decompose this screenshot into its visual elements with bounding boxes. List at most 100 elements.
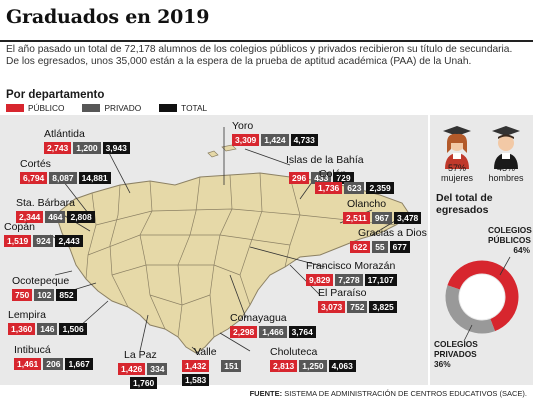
value-privado: 623 (344, 182, 365, 194)
mujeres-pct: 57% (447, 163, 466, 173)
legend-item-privado: PRIVADO (82, 103, 141, 113)
label-colegios-privados: COLEGIOS PRIVADOS 36% (434, 339, 494, 369)
dept-islas-de-la-bahia: Islas de la Bahía 296 433 729 (286, 150, 428, 186)
value-total: 1,667 (65, 358, 93, 370)
value-publico: 1,426 (118, 363, 146, 375)
value-privado: 924 (33, 235, 54, 247)
dept-name: La Paz (124, 349, 157, 361)
dept-name: Copán (4, 221, 35, 233)
dept-la-paz: La Paz 1,426 334 1,760 (118, 349, 168, 389)
value-privado: 151 (221, 360, 242, 372)
value-publico: 1,432 (182, 360, 210, 372)
value-total: 3,764 (288, 326, 316, 338)
dept-name: Intibucá (14, 344, 51, 356)
dept-valle: Valle 1,432 151 1,583 (182, 346, 242, 386)
dept-comayagua: Comayagua 2,298 1,466 3,764 (230, 312, 316, 338)
value-publico: 2,511 (343, 212, 370, 224)
value-privado: 55 (372, 241, 388, 253)
dept-name: Francisco Morazán (306, 260, 396, 272)
value-total: 4,063 (328, 360, 356, 372)
value-publico: 3,073 (318, 301, 346, 313)
dept-name: Atlántida (44, 128, 85, 140)
dept-name: Colón (319, 168, 347, 180)
source-label: FUENTE: (249, 389, 283, 398)
dept-lempira: Lempira 1,360 146 1,506 (8, 309, 87, 335)
value-total: 4,733 (290, 134, 318, 146)
sidebar-title: Del total de egresados (436, 192, 493, 216)
value-privado: 1,466 (259, 326, 287, 338)
value-privado: 206 (43, 358, 64, 370)
mujeres-stat: 57% mujeres (434, 163, 480, 183)
female-graduate-icon (443, 126, 471, 169)
leader-publicos (499, 256, 511, 276)
legend-label-publico: PÚBLICO (28, 103, 65, 113)
value-publico: 9,829 (306, 274, 334, 286)
value-privado: 752 (347, 301, 368, 313)
value-privado: 334 (147, 363, 168, 375)
dept-ocotepeque: Ocotepeque 750 102 852 (12, 275, 77, 301)
value-total: 14,881 (78, 172, 111, 184)
leader-privados (463, 324, 473, 342)
donut-slice-publicos (447, 260, 519, 332)
publicos-label: COLEGIOS PÚBLICOS (488, 225, 532, 245)
country-shape (57, 172, 411, 354)
section-subtitle: Por departamento (6, 89, 105, 101)
value-privado: 1,250 (299, 360, 327, 372)
legend-item-publico: PÚBLICO (6, 103, 64, 113)
value-privado: 1,424 (261, 134, 289, 146)
dept-name: Cortés (20, 158, 51, 170)
value-publico: 2,743 (44, 142, 72, 154)
value-total: 2,443 (55, 235, 83, 247)
donut-hole (459, 274, 505, 320)
dept-name: Lempira (8, 309, 46, 321)
dept-francisco-morazan: Francisco Morazán 9,829 7,278 17,107 (306, 260, 397, 286)
value-total: 677 (389, 241, 410, 253)
hombres-pct: 43% (496, 163, 515, 173)
dept-intibuca: Intibucá 1,461 206 1,667 (14, 344, 93, 370)
dept-name: El Paraíso (318, 287, 367, 299)
value-total: 1,760 (130, 377, 158, 389)
dept-yoro: Yoro 3,309 1,424 4,733 (232, 120, 318, 146)
legend-swatch-total (159, 104, 178, 112)
value-total: 3,478 (394, 212, 422, 224)
dept-name: Yoro (232, 120, 254, 132)
value-privado: 7,278 (335, 274, 363, 286)
publicos-pct: 64% (513, 245, 530, 255)
header: Graduados en 2019 (0, 0, 533, 42)
value-total: 3,825 (369, 301, 397, 313)
value-publico: 1,736 (315, 182, 343, 194)
footer-source: FUENTE: SISTEMA DE ADMINISTRACIÓN DE CEN… (250, 389, 527, 398)
summary-sidebar: 57% mujeres 43% hombres Del total de egr… (430, 115, 533, 385)
value-total: 17,107 (364, 274, 397, 286)
value-total: 729 (333, 172, 354, 184)
value-privado: 8,087 (49, 172, 77, 184)
legend-label-total: TOTAL (181, 103, 208, 113)
dept-name: Ocotepeque (12, 275, 70, 287)
dept-colon: Colón 1,736 623 2,359 (315, 168, 394, 194)
value-total: 2,808 (67, 211, 95, 223)
value-publico: 750 (12, 289, 33, 301)
page-title: Graduados en 2019 (6, 6, 210, 28)
donut-chart (445, 256, 519, 342)
dept-name: Olancho (347, 198, 387, 210)
value-publico: 1,360 (8, 323, 36, 335)
value-privado: 433 (311, 172, 332, 184)
value-total: 852 (56, 289, 77, 301)
privados-pct: 36% (434, 359, 451, 369)
privados-label: COLEGIOS PRIVADOS (434, 339, 478, 359)
legend-swatch-publico (6, 104, 24, 112)
value-publico: 2,813 (270, 360, 298, 372)
map-panel: Atlántida 2,743 1,200 3,943 Yoro 3,309 1,42… (0, 115, 428, 389)
legend-swatch-privado (82, 104, 101, 112)
legend-label-privado: PRIVADO (104, 103, 142, 113)
dept-name: Islas de la Bahía (286, 154, 364, 166)
source-text: SISTEMA DE ADMINISTRACIÓN DE CENTROS EDU… (284, 389, 527, 398)
value-publico: 2,344 (16, 211, 44, 223)
dept-olancho: Olancho 2,511 967 3,478 (343, 198, 422, 224)
legend: PÚBLICO PRIVADO TOTAL (6, 103, 207, 113)
mujeres-label: mujeres (440, 173, 473, 183)
dept-name: Sta. Bárbara (16, 197, 75, 209)
value-publico: 6,794 (20, 172, 48, 184)
hombres-label: hombres (488, 173, 524, 183)
dept-cortes: Cortés 6,794 8,087 14,881 (20, 158, 111, 184)
